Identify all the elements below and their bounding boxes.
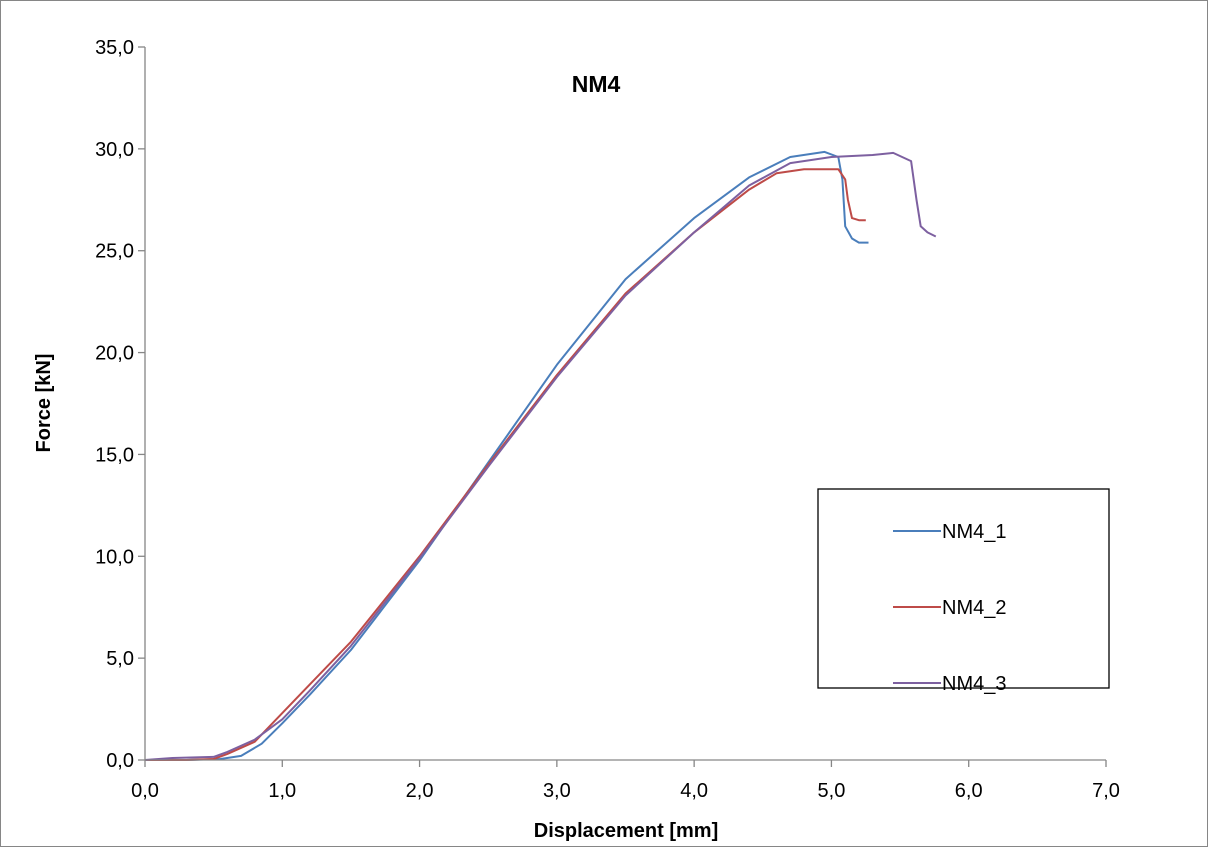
x-tick-label: 7,0 (1092, 780, 1120, 802)
x-tick-label: 5,0 (818, 780, 846, 802)
x-tick-label: 4,0 (680, 780, 708, 802)
y-tick-label: 0,0 (106, 750, 134, 772)
series-line-nm4-2 (145, 168, 866, 761)
legend-label: NM4_2 (942, 597, 1006, 619)
x-axis-ticks: 0,0 1,0 2,0 3,0 4,0 5,0 6,0 7,0 (131, 760, 1120, 802)
y-tick-label: 30,0 (95, 139, 134, 161)
y-tick-label: 20,0 (95, 343, 134, 365)
legend-box (817, 488, 1110, 689)
x-tick-label: 2,0 (406, 780, 434, 802)
series-line-nm4-1 (145, 150, 869, 761)
series-line-nm4-3 (144, 151, 937, 761)
plot-lines (144, 150, 937, 761)
x-tick-label: 6,0 (955, 780, 983, 802)
x-tick-label: 1,0 (268, 780, 296, 802)
legend: NM4_1 NM4_2 NM4_3 (817, 488, 1110, 695)
legend-label: NM4_1 (942, 521, 1006, 543)
x-axis-title: Displacement [mm] (534, 820, 719, 842)
y-axis-title: Force [kN] (33, 354, 55, 453)
y-tick-label: 15,0 (95, 444, 134, 466)
y-tick-label: 5,0 (106, 648, 134, 670)
y-axis-ticks: 0,0 5,0 10,0 15,0 20,0 25,0 30,0 35,0 (95, 37, 145, 772)
y-tick-label: 35,0 (95, 37, 134, 59)
x-tick-label: 0,0 (131, 780, 159, 802)
y-tick-label: 25,0 (95, 241, 134, 263)
y-tick-label: 10,0 (95, 546, 134, 568)
chart-title: NM4 (572, 71, 621, 97)
legend-label: NM4_3 (942, 673, 1006, 695)
x-tick-label: 3,0 (543, 780, 571, 802)
